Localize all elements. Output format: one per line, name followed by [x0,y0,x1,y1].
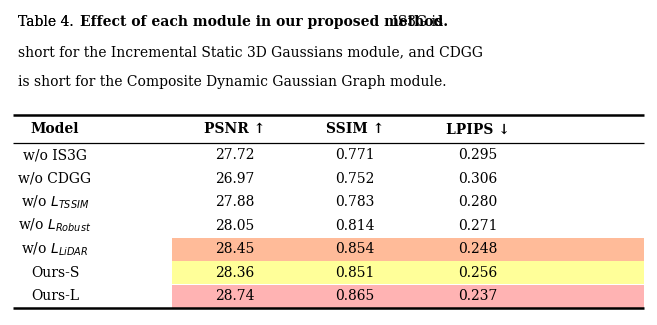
Text: 0.752: 0.752 [335,172,374,186]
Text: 28.36: 28.36 [215,266,255,280]
Text: 0.237: 0.237 [459,289,498,303]
Text: Ours-L: Ours-L [31,289,79,303]
Text: IS3G is: IS3G is [388,15,443,29]
Text: w/o $L_{TSSIM}$: w/o $L_{TSSIM}$ [21,194,89,211]
Text: Effect of each module in our proposed method.: Effect of each module in our proposed me… [79,15,448,29]
Text: 0.280: 0.280 [459,195,497,209]
Text: SSIM ↑: SSIM ↑ [326,122,384,136]
Text: 0.256: 0.256 [459,266,497,280]
Text: 0.771: 0.771 [335,148,374,162]
Text: w/o $L_{LiDAR}$: w/o $L_{LiDAR}$ [22,240,89,258]
Text: 0.814: 0.814 [335,219,374,233]
Text: 0.851: 0.851 [335,266,374,280]
Text: short for the Incremental Static 3D Gaussians module, and CDGG: short for the Incremental Static 3D Gaus… [18,45,483,59]
Text: 0.306: 0.306 [459,172,497,186]
Text: 0.854: 0.854 [335,242,374,256]
Text: w/o CDGG: w/o CDGG [18,172,91,186]
Text: Ours-S: Ours-S [31,266,79,280]
Text: 0.295: 0.295 [459,148,497,162]
Text: 27.72: 27.72 [215,148,255,162]
Text: w/o $L_{Robust}$: w/o $L_{Robust}$ [18,217,91,234]
Text: 0.865: 0.865 [335,289,374,303]
Text: w/o IS3G: w/o IS3G [23,148,87,162]
Bar [172,261,644,284]
Text: 26.97: 26.97 [215,172,255,186]
Text: Model: Model [31,122,79,136]
Text: 28.45: 28.45 [215,242,255,256]
Text: is short for the Composite Dynamic Gaussian Graph module.: is short for the Composite Dynamic Gauss… [18,75,447,89]
Text: 27.88: 27.88 [215,195,255,209]
Text: PSNR ↑: PSNR ↑ [204,122,265,136]
Text: 0.783: 0.783 [335,195,374,209]
Text: Table 4.: Table 4. [18,15,78,29]
Text: LPIPS ↓: LPIPS ↓ [446,122,510,136]
Bar [172,284,644,308]
Text: Table 4.: Table 4. [18,15,78,29]
Bar [172,238,644,261]
Text: 0.271: 0.271 [458,219,498,233]
Text: Table 4.: Table 4. [18,15,78,29]
Text: 28.74: 28.74 [215,289,255,303]
Text: 0.248: 0.248 [459,242,498,256]
Text: 28.05: 28.05 [215,219,255,233]
